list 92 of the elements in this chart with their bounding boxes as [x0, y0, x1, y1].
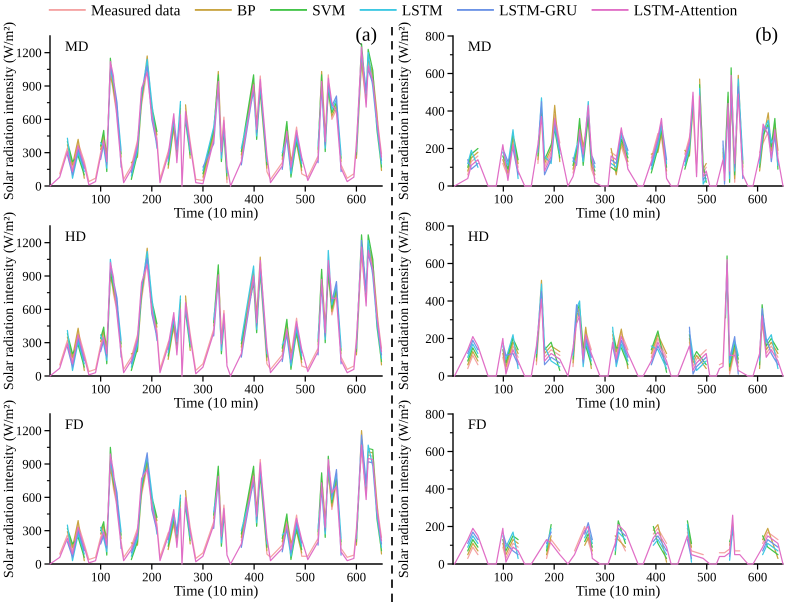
x-tick-label: 400 [244, 384, 264, 394]
y-axis-title: Solar radiation intensity (W/m²) [398, 400, 411, 578]
y-axis-title: Solar radiation intensity (W/m²) [398, 22, 411, 200]
x-tick-label: 300 [194, 194, 212, 204]
y-tick-label: 0 [36, 372, 42, 381]
y-tick-label: 800 [426, 222, 444, 231]
x-tick-label: 200 [545, 572, 564, 582]
y-axis-title: Solar radiation intensity (W/m²) [398, 212, 411, 390]
y-axis-title: Solar radiation intensity (W/m²) [3, 22, 16, 200]
y-axis-title: Solar radiation intensity (W/m²) [3, 212, 16, 390]
x-tick-label: 300 [596, 384, 614, 394]
x-tick-label: 200 [545, 194, 564, 204]
legend-label: Measured data [91, 4, 180, 16]
x-tick-label: 500 [698, 194, 716, 204]
chart-title: FD [468, 419, 486, 430]
y-tick-label: 900 [22, 82, 42, 91]
x-tick-label: 100 [494, 572, 513, 582]
legend-label: LSTM-GRU [500, 5, 577, 16]
y-tick-label: 600 [426, 447, 444, 456]
x-tick-label: 100 [92, 384, 110, 394]
y-tick-label: 600 [22, 493, 42, 502]
x-axis-title: Time (10 min) [174, 207, 258, 221]
y-tick-label: 600 [22, 305, 42, 314]
x-tick-label: 600 [748, 384, 767, 394]
x-tick-label: 300 [596, 194, 614, 204]
x-tick-label: 500 [296, 384, 314, 394]
x-tick-label: 400 [646, 384, 666, 394]
y-tick-label: 600 [426, 69, 444, 78]
y-tick-label: 800 [426, 32, 444, 41]
x-axis-title: Time (10 min) [576, 207, 660, 221]
chart-title: HD [65, 231, 86, 242]
y-tick-label: 0 [36, 182, 42, 191]
x-axis-title: Time (10 min) [576, 397, 660, 411]
annotation: (b) [756, 27, 778, 45]
x-tick-label: 200 [142, 384, 161, 394]
y-tick-label: 300 [22, 526, 42, 536]
y-tick-label: 200 [426, 522, 444, 532]
x-tick-label: 600 [347, 194, 366, 204]
y-tick-label: 0 [438, 560, 444, 569]
y-tick-label: 600 [22, 115, 42, 124]
chart-title: HD [468, 231, 488, 242]
y-tick-label: 900 [22, 272, 42, 281]
y-tick-label: 600 [426, 259, 444, 268]
annotation: (a) [356, 27, 376, 45]
y-tick-label: 300 [22, 338, 42, 348]
chart-title: MD [65, 41, 88, 52]
y-tick-label: 0 [438, 372, 444, 381]
y-tick-label: 800 [426, 410, 444, 419]
x-axis-title: Time (10 min) [174, 397, 258, 411]
x-tick-label: 600 [347, 572, 366, 582]
chart-title: FD [65, 419, 83, 430]
y-tick-label: 0 [438, 182, 444, 191]
x-tick-label: 300 [194, 384, 212, 394]
y-tick-label: 400 [426, 484, 444, 494]
x-tick-label: 500 [296, 194, 314, 204]
y-tick-label: 1200 [16, 48, 42, 58]
legend-label: LSTM-Attention [634, 5, 738, 16]
y-tick-label: 200 [426, 144, 444, 154]
x-tick-label: 200 [545, 384, 564, 394]
x-tick-label: 600 [748, 572, 767, 582]
x-tick-label: 400 [646, 572, 666, 582]
y-axis-title: Solar radiation intensity (W/m²) [3, 400, 16, 578]
y-tick-label: 900 [22, 460, 42, 469]
x-tick-label: 100 [494, 384, 513, 394]
y-tick-label: 1200 [16, 238, 42, 248]
x-tick-label: 300 [194, 572, 212, 582]
chart-title: MD [468, 41, 491, 52]
y-tick-label: 1200 [16, 426, 42, 436]
x-tick-label: 600 [748, 194, 767, 204]
x-tick-label: 500 [698, 384, 716, 394]
x-tick-label: 100 [494, 194, 513, 204]
x-tick-label: 100 [92, 194, 110, 204]
x-tick-label: 400 [244, 194, 264, 204]
y-tick-label: 0 [36, 560, 42, 569]
x-tick-label: 100 [92, 572, 110, 582]
y-tick-label: 400 [426, 296, 444, 306]
x-axis-title: Time (10 min) [576, 585, 660, 599]
x-tick-label: 500 [698, 572, 716, 582]
legend-label: LSTM [402, 5, 442, 16]
x-tick-label: 300 [596, 572, 614, 582]
x-tick-label: 400 [646, 194, 666, 204]
legend-label: BP [237, 5, 256, 16]
x-axis-title: Time (10 min) [174, 585, 258, 599]
x-tick-label: 400 [244, 572, 264, 582]
x-tick-label: 200 [142, 572, 161, 582]
x-tick-label: 200 [142, 194, 161, 204]
y-tick-label: 300 [22, 148, 42, 158]
x-tick-label: 500 [296, 572, 314, 582]
y-tick-label: 400 [426, 106, 444, 116]
y-tick-label: 200 [426, 334, 444, 344]
legend-label: SVM [313, 5, 345, 16]
x-tick-label: 600 [347, 384, 366, 394]
